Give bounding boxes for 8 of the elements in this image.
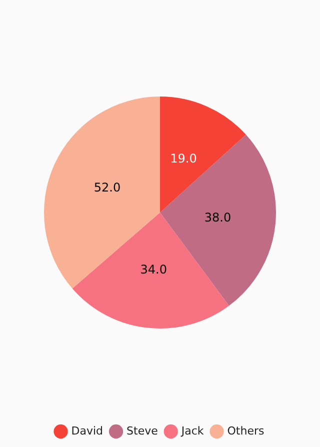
legend-label: Others	[227, 424, 264, 438]
legend-label: Steve	[126, 424, 158, 438]
data-label: 38.0	[204, 210, 232, 224]
legend-label: David	[71, 424, 104, 438]
legend-label: Jack	[180, 424, 204, 438]
data-label: 52.0	[94, 180, 121, 195]
data-label: 34.0	[140, 262, 167, 276]
data-label: 19.0	[170, 152, 197, 166]
